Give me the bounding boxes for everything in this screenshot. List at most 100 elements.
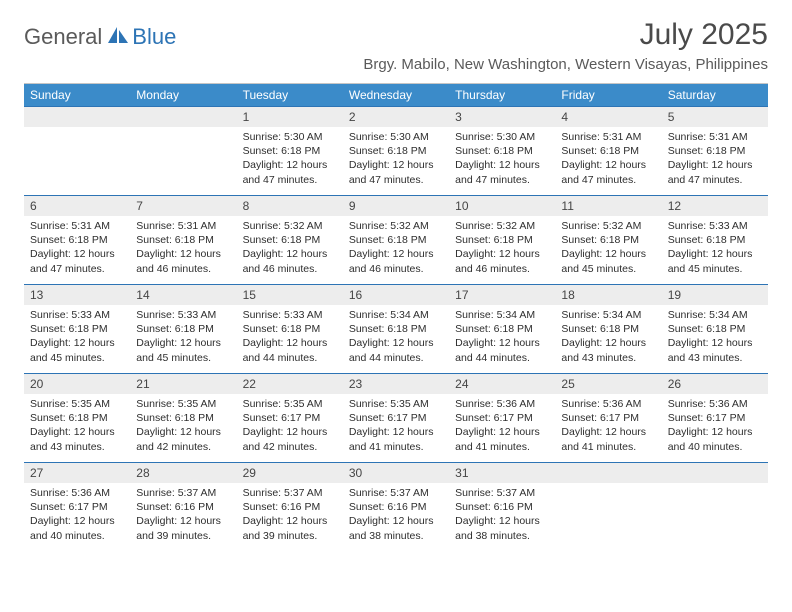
sunset-line: Sunset: 6:16 PM [349,500,443,514]
sunrise-line: Sunrise: 5:31 AM [30,219,124,233]
day-content: Sunrise: 5:33 AMSunset: 6:18 PMDaylight:… [130,305,236,373]
sunrise-line: Sunrise: 5:31 AM [668,130,762,144]
daylight-line: Daylight: 12 hours and 41 minutes. [349,425,443,453]
sunrise-line: Sunrise: 5:30 AM [455,130,549,144]
daylight-line: Daylight: 12 hours and 45 minutes. [668,247,762,275]
sunrise-line: Sunrise: 5:33 AM [30,308,124,322]
day-number: 14 [130,285,236,305]
day-content [24,127,130,195]
logo-text-general: General [24,24,102,50]
sunset-line: Sunset: 6:17 PM [243,411,337,425]
day-of-week-header: SundayMondayTuesdayWednesdayThursdayFrid… [24,84,768,106]
day-content: Sunrise: 5:31 AMSunset: 6:18 PMDaylight:… [130,216,236,284]
day-number: 3 [449,107,555,127]
sunset-line: Sunset: 6:18 PM [349,322,443,336]
month-title: July 2025 [363,18,768,52]
day-content: Sunrise: 5:34 AMSunset: 6:18 PMDaylight:… [555,305,661,373]
sunset-line: Sunset: 6:18 PM [136,411,230,425]
daylight-line: Daylight: 12 hours and 47 minutes. [243,158,337,186]
daylight-line: Daylight: 12 hours and 43 minutes. [668,336,762,364]
day-number [555,463,661,483]
daylight-line: Daylight: 12 hours and 44 minutes. [349,336,443,364]
sunset-line: Sunset: 6:17 PM [455,411,549,425]
logo-sail-icon [106,25,130,50]
day-number: 7 [130,196,236,216]
content-row: Sunrise: 5:30 AMSunset: 6:18 PMDaylight:… [24,127,768,195]
day-number: 26 [662,374,768,394]
daylight-line: Daylight: 12 hours and 46 minutes. [136,247,230,275]
sunset-line: Sunset: 6:18 PM [668,233,762,247]
sunset-line: Sunset: 6:18 PM [243,322,337,336]
daylight-line: Daylight: 12 hours and 46 minutes. [455,247,549,275]
location-text: Brgy. Mabilo, New Washington, Western Vi… [363,56,768,73]
day-content: Sunrise: 5:34 AMSunset: 6:18 PMDaylight:… [662,305,768,373]
sunrise-line: Sunrise: 5:37 AM [243,486,337,500]
sunrise-line: Sunrise: 5:34 AM [349,308,443,322]
sunset-line: Sunset: 6:18 PM [30,322,124,336]
calendar-grid: SundayMondayTuesdayWednesdayThursdayFrid… [24,83,768,551]
daylight-line: Daylight: 12 hours and 38 minutes. [349,514,443,542]
day-content: Sunrise: 5:30 AMSunset: 6:18 PMDaylight:… [343,127,449,195]
dow-cell: Saturday [662,84,768,106]
calendar-page: General Blue July 2025 Brgy. Mabilo, New… [0,0,792,569]
daylight-line: Daylight: 12 hours and 41 minutes. [561,425,655,453]
daylight-line: Daylight: 12 hours and 41 minutes. [455,425,549,453]
sunrise-line: Sunrise: 5:34 AM [561,308,655,322]
day-content: Sunrise: 5:34 AMSunset: 6:18 PMDaylight:… [343,305,449,373]
day-number: 12 [662,196,768,216]
day-number: 13 [24,285,130,305]
day-content: Sunrise: 5:32 AMSunset: 6:18 PMDaylight:… [343,216,449,284]
day-content: Sunrise: 5:30 AMSunset: 6:18 PMDaylight:… [237,127,343,195]
day-content: Sunrise: 5:33 AMSunset: 6:18 PMDaylight:… [24,305,130,373]
day-content: Sunrise: 5:32 AMSunset: 6:18 PMDaylight:… [237,216,343,284]
sunrise-line: Sunrise: 5:31 AM [561,130,655,144]
day-content: Sunrise: 5:35 AMSunset: 6:17 PMDaylight:… [237,394,343,462]
sunset-line: Sunset: 6:18 PM [136,233,230,247]
day-number [130,107,236,127]
day-number: 10 [449,196,555,216]
sunrise-line: Sunrise: 5:30 AM [349,130,443,144]
day-number: 2 [343,107,449,127]
daylight-line: Daylight: 12 hours and 42 minutes. [243,425,337,453]
daynum-row: 20212223242526 [24,373,768,394]
day-number: 27 [24,463,130,483]
day-content [555,483,661,551]
daynum-row: 2728293031 [24,462,768,483]
day-content [662,483,768,551]
sunrise-line: Sunrise: 5:32 AM [243,219,337,233]
logo-text-blue: Blue [132,24,176,50]
daylight-line: Daylight: 12 hours and 40 minutes. [30,514,124,542]
daylight-line: Daylight: 12 hours and 47 minutes. [30,247,124,275]
day-content: Sunrise: 5:36 AMSunset: 6:17 PMDaylight:… [555,394,661,462]
day-number [662,463,768,483]
sunset-line: Sunset: 6:18 PM [30,233,124,247]
day-content: Sunrise: 5:35 AMSunset: 6:18 PMDaylight:… [24,394,130,462]
dow-cell: Monday [130,84,236,106]
sunrise-line: Sunrise: 5:32 AM [349,219,443,233]
day-number: 29 [237,463,343,483]
daylight-line: Daylight: 12 hours and 47 minutes. [561,158,655,186]
dow-cell: Friday [555,84,661,106]
daylight-line: Daylight: 12 hours and 38 minutes. [455,514,549,542]
sunrise-line: Sunrise: 5:33 AM [136,308,230,322]
daylight-line: Daylight: 12 hours and 39 minutes. [243,514,337,542]
day-number: 23 [343,374,449,394]
day-number: 31 [449,463,555,483]
day-number [24,107,130,127]
day-number: 21 [130,374,236,394]
day-number: 11 [555,196,661,216]
sunrise-line: Sunrise: 5:36 AM [30,486,124,500]
day-number: 1 [237,107,343,127]
sunset-line: Sunset: 6:18 PM [455,144,549,158]
day-number: 16 [343,285,449,305]
sunrise-line: Sunrise: 5:36 AM [455,397,549,411]
daylight-line: Daylight: 12 hours and 45 minutes. [30,336,124,364]
logo: General Blue [24,24,176,50]
day-content: Sunrise: 5:36 AMSunset: 6:17 PMDaylight:… [24,483,130,551]
day-content: Sunrise: 5:31 AMSunset: 6:18 PMDaylight:… [24,216,130,284]
day-content: Sunrise: 5:35 AMSunset: 6:17 PMDaylight:… [343,394,449,462]
title-block: July 2025 Brgy. Mabilo, New Washington, … [363,18,768,73]
daynum-row: 13141516171819 [24,284,768,305]
day-number: 22 [237,374,343,394]
sunset-line: Sunset: 6:17 PM [561,411,655,425]
